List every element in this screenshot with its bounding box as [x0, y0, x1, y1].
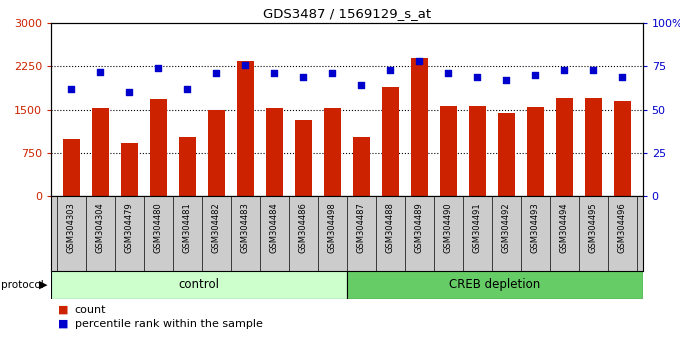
Text: GSM304483: GSM304483 [241, 202, 250, 253]
Bar [439, 106, 457, 196]
Point [211, 70, 222, 76]
Bar [266, 108, 283, 196]
Text: ■: ■ [58, 305, 68, 315]
Point [472, 74, 483, 80]
Text: ■: ■ [58, 319, 68, 329]
Point [414, 58, 425, 64]
Bar [179, 137, 196, 196]
Text: GSM304303: GSM304303 [67, 202, 75, 253]
Text: GSM304493: GSM304493 [531, 202, 540, 253]
Point [298, 74, 309, 80]
Bar [92, 108, 109, 196]
Text: GSM304496: GSM304496 [618, 202, 627, 253]
Point [530, 72, 541, 78]
Text: GSM304488: GSM304488 [386, 202, 395, 253]
Point [588, 67, 599, 73]
Text: GSM304484: GSM304484 [270, 202, 279, 253]
Point [501, 78, 512, 83]
Bar [411, 58, 428, 196]
Point [269, 70, 279, 76]
Text: GSM304492: GSM304492 [502, 202, 511, 253]
Text: GSM304494: GSM304494 [560, 202, 568, 253]
Bar [120, 143, 138, 196]
Bar [51, 271, 347, 299]
Text: protocol: protocol [1, 280, 44, 290]
Point [385, 67, 396, 73]
Text: GSM304489: GSM304489 [415, 202, 424, 253]
Text: GSM304495: GSM304495 [589, 202, 598, 253]
Bar [498, 113, 515, 196]
Bar [526, 107, 544, 196]
Title: GDS3487 / 1569129_s_at: GDS3487 / 1569129_s_at [262, 7, 431, 21]
Bar [237, 61, 254, 196]
Bar [353, 137, 370, 196]
Text: CREB depletion: CREB depletion [449, 279, 541, 291]
Text: GSM304487: GSM304487 [357, 202, 366, 253]
Text: GSM304304: GSM304304 [96, 202, 105, 253]
Bar [469, 106, 486, 196]
Text: GSM304498: GSM304498 [328, 202, 337, 253]
Bar [294, 120, 312, 196]
Bar [347, 271, 643, 299]
Text: GSM304480: GSM304480 [154, 202, 163, 253]
Point [327, 70, 338, 76]
Bar [150, 99, 167, 196]
Bar [63, 139, 80, 196]
Text: percentile rank within the sample: percentile rank within the sample [75, 319, 262, 329]
Text: GSM304486: GSM304486 [299, 202, 308, 253]
Point [443, 70, 454, 76]
Point [617, 74, 628, 80]
Point [240, 62, 251, 68]
Point [66, 86, 77, 92]
Bar [556, 98, 573, 196]
Text: count: count [75, 305, 106, 315]
Bar [381, 87, 399, 196]
Point [153, 65, 164, 71]
Text: control: control [178, 279, 220, 291]
Bar [207, 110, 225, 196]
Text: GSM304481: GSM304481 [183, 202, 192, 253]
Point [559, 67, 570, 73]
Text: GSM304479: GSM304479 [125, 202, 134, 253]
Point [95, 69, 106, 74]
Point [182, 86, 192, 92]
Bar [324, 108, 341, 196]
Bar [585, 98, 602, 196]
Point [124, 90, 135, 95]
Text: GSM304490: GSM304490 [444, 202, 453, 253]
Text: GSM304491: GSM304491 [473, 202, 482, 253]
Bar [613, 101, 631, 196]
Text: ▶: ▶ [39, 280, 48, 290]
Text: GSM304482: GSM304482 [211, 202, 221, 253]
Point [356, 82, 367, 88]
